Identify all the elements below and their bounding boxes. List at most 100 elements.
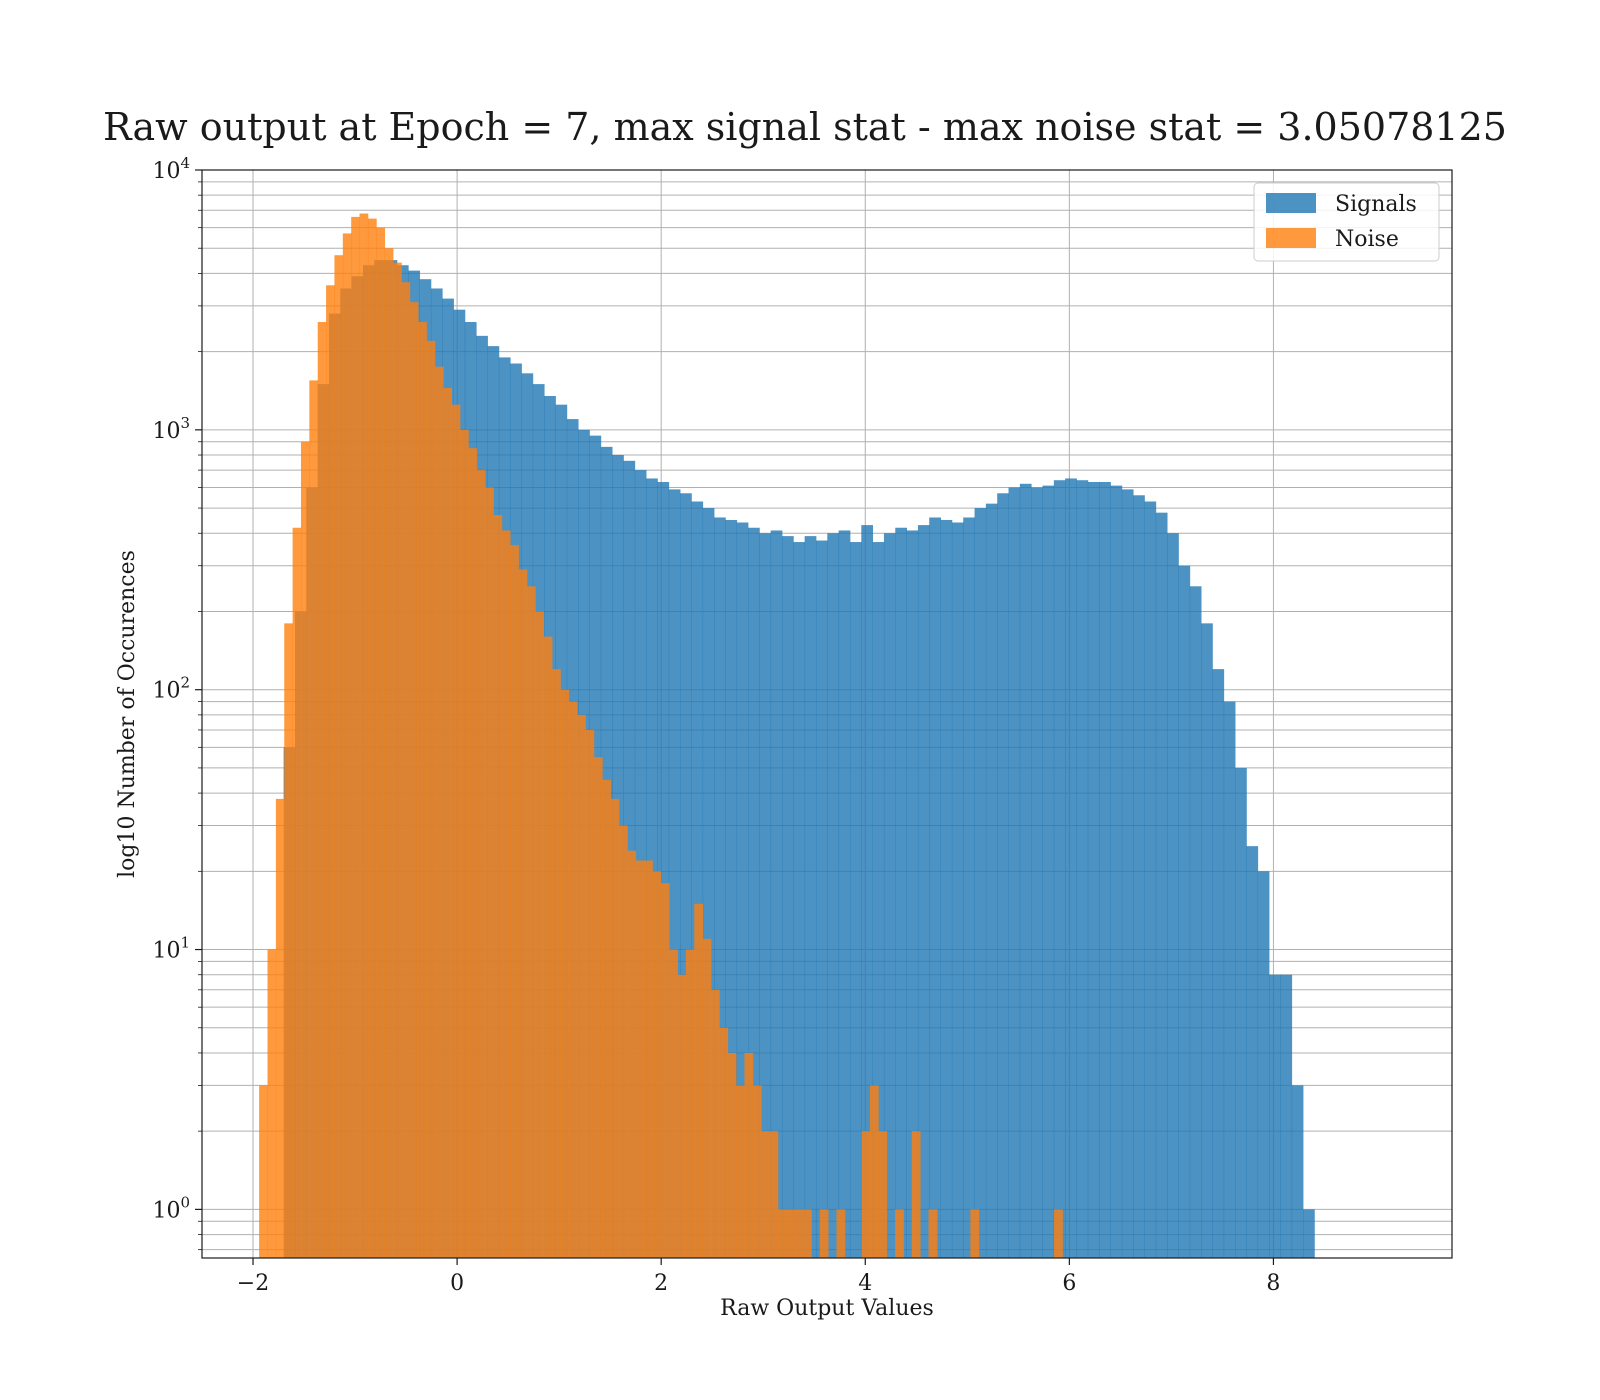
bar-signals bbox=[951, 522, 964, 1258]
bar-signals bbox=[815, 540, 828, 1258]
bar-noise bbox=[476, 470, 486, 1259]
bar-noise bbox=[685, 949, 695, 1258]
bar-noise bbox=[485, 487, 494, 1258]
bar-signals bbox=[940, 519, 953, 1258]
bar-signals bbox=[895, 527, 907, 1258]
bar-noise bbox=[610, 798, 620, 1258]
legend-swatch-noise bbox=[1266, 228, 1316, 248]
bar-signals bbox=[872, 542, 885, 1258]
bar-noise bbox=[878, 1131, 888, 1258]
bar-signals bbox=[929, 517, 941, 1258]
bar-noise bbox=[418, 322, 427, 1258]
bar-signals bbox=[1065, 478, 1077, 1259]
bar-noise bbox=[334, 255, 344, 1258]
bar-signals bbox=[838, 530, 851, 1258]
bar-signals bbox=[770, 530, 783, 1258]
bar-noise bbox=[627, 850, 637, 1258]
bar-noise bbox=[769, 1131, 779, 1258]
bar-signals bbox=[997, 493, 1009, 1258]
bar-noise bbox=[426, 340, 436, 1258]
bar-noise bbox=[895, 1209, 904, 1258]
x-tick-label: 2 bbox=[654, 1271, 668, 1296]
legend-label-noise: Noise bbox=[1335, 227, 1399, 252]
bar-noise bbox=[652, 871, 662, 1258]
bar-signals bbox=[1008, 487, 1021, 1258]
bar-noise bbox=[568, 701, 578, 1258]
bar-noise bbox=[284, 623, 294, 1258]
bar-noise bbox=[618, 825, 628, 1258]
bar-noise bbox=[510, 545, 519, 1258]
bar-signals bbox=[1133, 495, 1145, 1258]
bar-signals bbox=[782, 536, 794, 1258]
bar-noise bbox=[727, 1052, 737, 1258]
bar-signals bbox=[849, 542, 862, 1258]
bar-noise bbox=[317, 322, 327, 1258]
legend-swatch-signals bbox=[1266, 193, 1316, 213]
bar-noise bbox=[342, 233, 352, 1259]
bar-noise bbox=[719, 1027, 729, 1258]
bar-signals bbox=[1291, 1085, 1304, 1258]
bar-signals bbox=[827, 533, 840, 1258]
x-tick-label: −2 bbox=[237, 1271, 269, 1296]
bar-noise bbox=[786, 1209, 796, 1258]
bar-signals bbox=[1019, 483, 1032, 1258]
bar-noise bbox=[803, 1209, 812, 1258]
bar-signals bbox=[1144, 501, 1157, 1258]
bar-signals bbox=[1257, 871, 1270, 1258]
bar-noise bbox=[602, 779, 611, 1258]
x-tick-label: 4 bbox=[858, 1271, 872, 1296]
bar-noise bbox=[459, 429, 469, 1259]
bar-signals bbox=[1155, 512, 1168, 1258]
bar-noise bbox=[744, 1052, 754, 1258]
bar-signals bbox=[917, 525, 930, 1258]
bar-signals bbox=[1042, 485, 1055, 1258]
bar-signals bbox=[861, 525, 874, 1258]
bar-noise bbox=[710, 989, 720, 1258]
bar-noise bbox=[552, 669, 561, 1258]
bar-signals bbox=[702, 508, 715, 1258]
bar-noise bbox=[326, 285, 335, 1258]
bar-noise bbox=[694, 903, 704, 1258]
bar-noise bbox=[669, 949, 678, 1258]
y-axis-label: log10 Number of Occurences bbox=[115, 550, 140, 878]
bar-signals bbox=[1167, 533, 1179, 1258]
x-tick-label: 6 bbox=[1062, 1271, 1076, 1296]
bar-signals bbox=[657, 481, 670, 1258]
y-tick-label: 103 bbox=[152, 414, 190, 444]
bar-noise bbox=[393, 262, 402, 1258]
bar-noise bbox=[300, 441, 310, 1258]
bar-noise bbox=[535, 611, 545, 1258]
bar-signals bbox=[1280, 974, 1293, 1258]
y-tick-label: 101 bbox=[152, 934, 190, 964]
bar-noise bbox=[309, 380, 319, 1258]
bar-signals bbox=[748, 527, 760, 1258]
bar-noise bbox=[359, 213, 369, 1258]
bar-noise bbox=[736, 1085, 745, 1258]
bar-noise bbox=[585, 729, 595, 1258]
bar-signals bbox=[736, 522, 749, 1258]
bar-signals bbox=[714, 517, 726, 1258]
bar-noise bbox=[635, 860, 645, 1258]
legend: Signals Noise bbox=[1253, 182, 1440, 262]
bar-noise bbox=[861, 1131, 871, 1258]
bar-signals bbox=[974, 508, 987, 1258]
y-tick-label: 102 bbox=[152, 674, 190, 704]
bar-noise bbox=[1054, 1209, 1063, 1258]
x-tick-label: 8 bbox=[1266, 1271, 1280, 1296]
bar-signals bbox=[1269, 974, 1281, 1258]
bar-noise bbox=[543, 636, 553, 1258]
bar-signals bbox=[985, 503, 998, 1258]
bar-signals bbox=[1178, 565, 1191, 1258]
bar-signals bbox=[1076, 480, 1089, 1259]
bar-signals bbox=[1099, 481, 1111, 1258]
bar-noise bbox=[351, 216, 360, 1258]
bar-signals bbox=[1246, 846, 1259, 1258]
bar-noise bbox=[267, 949, 277, 1258]
bar-signals bbox=[668, 489, 681, 1258]
bar-noise bbox=[593, 757, 603, 1258]
bar-noise bbox=[869, 1085, 879, 1258]
bar-signals bbox=[1053, 480, 1066, 1259]
bar-noise bbox=[451, 404, 461, 1258]
bar-signals bbox=[725, 519, 738, 1258]
